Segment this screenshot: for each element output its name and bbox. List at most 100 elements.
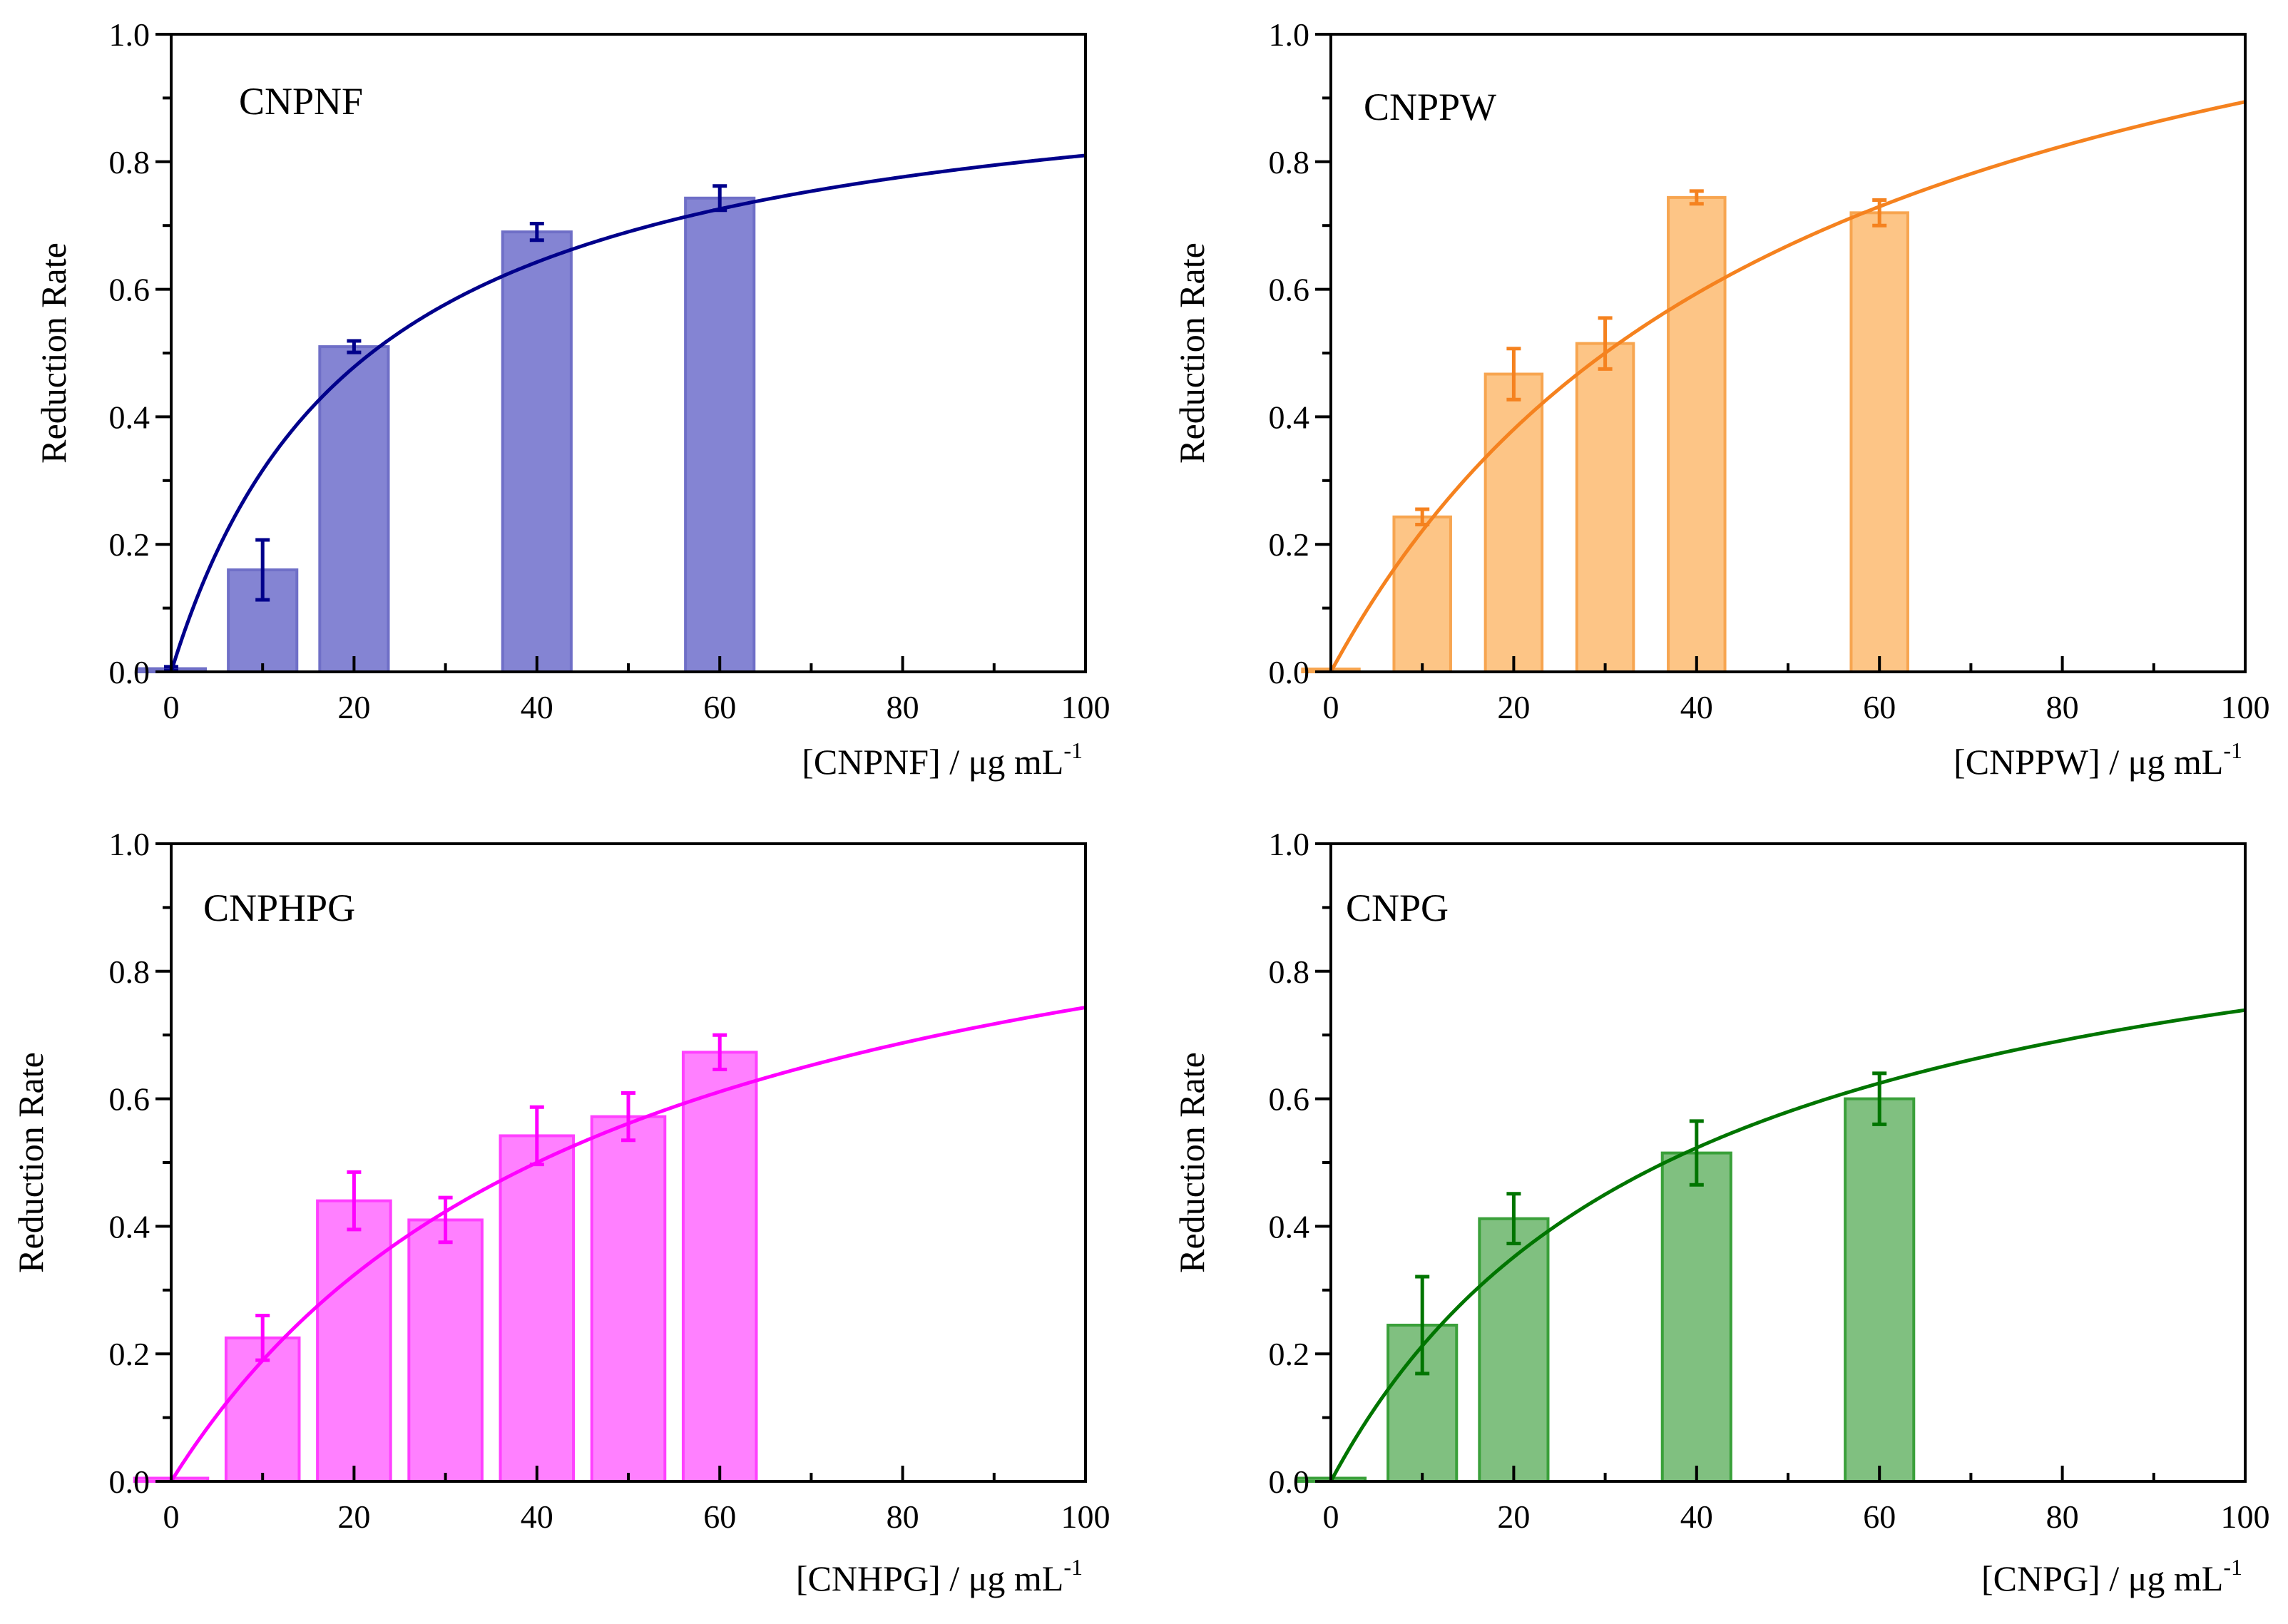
error-bar-60 [713,1033,727,1071]
error-bar-10 [255,538,270,602]
bar-20 [1478,1217,1550,1483]
y-axis-title: Reduction Rate [1172,1052,1212,1273]
x-tick-label: 60 [703,689,736,725]
x-axis-title-superscript: -1 [2223,1554,2242,1580]
panel-title: CNPPW [1364,86,1496,128]
chart-panel-2: 0 20 40 60 80 100 0.0 0.2 0.4 0.6 0.8 1.0 CNPPW Reduc… [1172,16,2270,782]
x-tick-label: 20 [1497,689,1530,725]
y-tick-label: 0.0 [1269,654,1310,690]
x-axis-title: [CNPG] / μg mL-1 [1981,1554,2242,1598]
bar-20 [316,1199,392,1483]
error-bar-50 [621,1091,635,1143]
y-tick-label: 0.0 [109,654,150,690]
y-tick-label: 0.2 [109,526,150,563]
y-tick-label: 0.4 [109,399,150,435]
bar-20 [318,345,390,673]
y-tick-label: 0.8 [1269,144,1310,180]
fit-curve [169,153,1086,673]
error-bar-60 [1872,198,1887,228]
bar-30 [407,1218,484,1483]
plot-frame [170,33,1087,673]
y-tick-label: 0.2 [109,1336,150,1372]
x-tick-label: 100 [2221,1498,2270,1535]
x-axis-title-text: [CNPPW] / μg mL [1954,742,2223,782]
x-axis-title: [CNPNF] / μg mL-1 [802,737,1083,782]
fit-curve [169,1006,1086,1483]
x-tick-label: 80 [2046,1498,2079,1535]
x-axis-title-superscript: -1 [2223,737,2242,763]
bar-40 [1660,1151,1732,1483]
bar-40 [499,1134,576,1483]
x-axis-title-superscript: -1 [1063,737,1083,763]
x-tick-label: 60 [703,1498,736,1535]
x-tick-label: 20 [1497,1498,1530,1535]
y-axis-title: Reduction Rate [11,1052,51,1273]
error-bar-30 [438,1195,453,1245]
panel-title: CNPNF [239,80,363,123]
error-bar-20 [347,1170,362,1232]
x-tick-label: 100 [2221,689,2270,725]
x-tick-label: 60 [1863,1498,1896,1535]
x-axis-title-text: [CNHPG] / μg mL [796,1558,1063,1598]
x-tick-label: 0 [163,689,180,725]
x-tick-label: 0 [1323,1498,1339,1535]
chart-panel-3: 0 20 40 60 80 100 0.0 0.2 0.4 0.6 0.8 1.0 CNPHPG Redu… [11,826,1110,1598]
y-tick-label: 0.4 [1269,1208,1310,1245]
y-tick-label: 0.8 [109,954,150,990]
bar-10 [1392,515,1452,673]
y-tick-label: 0.2 [1269,1336,1310,1372]
panel-title: CNPG [1346,887,1449,929]
y-axis-title: Reduction Rate [1172,242,1212,464]
x-tick-label: 40 [521,689,553,725]
x-tick-label: 80 [2046,689,2079,725]
y-tick-label: 1.0 [1269,826,1310,862]
bar-60 [1849,211,1909,673]
x-axis-title-superscript: -1 [1063,1554,1083,1580]
bar-60 [1844,1097,1916,1483]
bar-60 [681,1051,758,1483]
chart-panel-4: 0 20 40 60 80 100 0.0 0.2 0.4 0.6 0.8 1.0 CNPG Reduct… [1172,826,2270,1598]
bar-60 [684,196,756,673]
y-tick-label: 0.2 [1269,526,1310,563]
error-bar-20 [347,339,362,354]
bar-50 [590,1115,667,1483]
y-tick-label: 0.0 [1269,1464,1310,1500]
y-tick-label: 0.6 [109,1081,150,1118]
panel-title: CNPHPG [203,887,355,929]
x-tick-label: 40 [1680,1498,1713,1535]
bar-40 [1667,195,1727,673]
fit-curve [1329,100,2246,673]
y-axis-title: Reduction Rate [34,242,73,464]
y-tick-label: 1.0 [1269,16,1310,53]
x-tick-label: 40 [521,1498,553,1535]
fit-curve [1329,1008,2246,1483]
x-tick-label: 80 [887,1498,919,1535]
error-bar-40 [529,222,544,242]
x-tick-label: 20 [337,1498,370,1535]
bar-20 [1483,372,1544,673]
x-axis-title-text: [CNPNF] / μg mL [802,742,1063,782]
x-axis-title: [CNPPW] / μg mL-1 [1954,737,2242,782]
chart-panel-1: 0 20 40 60 80 100 0.0 0.2 0.4 0.6 0.8 1.0 CNPNF Reduc… [34,16,1110,782]
x-tick-label: 20 [337,689,370,725]
bar-40 [501,230,573,673]
x-tick-label: 100 [1061,689,1110,725]
y-tick-label: 0.6 [109,272,150,308]
x-tick-label: 40 [1680,689,1713,725]
y-tick-label: 1.0 [109,16,150,53]
x-axis-title-text: [CNPG] / μg mL [1981,1558,2223,1598]
y-tick-label: 0.8 [109,144,150,180]
x-tick-label: 80 [887,689,919,725]
error-bar-20 [1506,347,1521,402]
x-tick-label: 0 [163,1498,180,1535]
error-bar-40 [1689,1119,1704,1187]
y-tick-label: 0.0 [109,1464,150,1500]
x-tick-label: 0 [1323,689,1339,725]
plot-frame [1329,842,2247,1483]
error-bar-20 [1506,1192,1521,1246]
plot-frame [1329,33,2247,673]
y-tick-label: 0.6 [1269,272,1310,308]
x-tick-label: 60 [1863,689,1896,725]
y-tick-label: 0.8 [1269,954,1310,990]
